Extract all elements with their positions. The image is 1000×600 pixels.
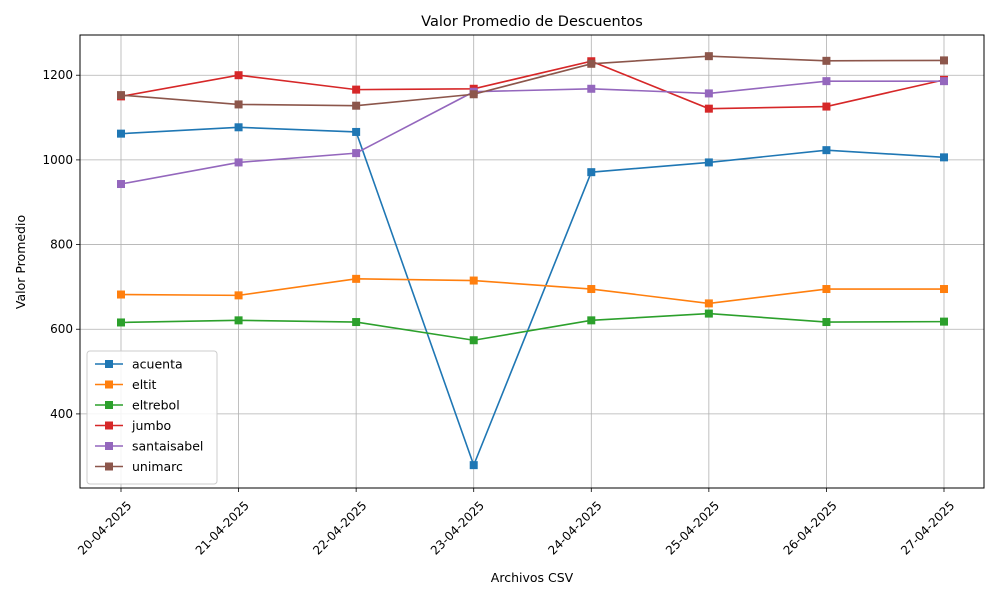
data-point-unimarc [704, 52, 713, 61]
data-point-unimarc [469, 90, 478, 99]
y-tick-label: 1000 [42, 153, 73, 167]
legend-label: santaisabel [132, 439, 203, 454]
data-point-unimarc [234, 100, 243, 109]
data-point-unimarc [352, 101, 361, 110]
data-point-eltrebol [940, 317, 948, 326]
x-tick-label: 24-04-2025 [545, 498, 604, 557]
data-point-santaisabel [587, 84, 596, 93]
data-point-santaisabel [940, 77, 948, 86]
data-point-eltrebol [469, 336, 478, 345]
legend-marker-eltit [105, 380, 113, 389]
data-point-acuenta [117, 129, 125, 138]
x-tick-label: 26-04-2025 [781, 498, 840, 557]
data-point-eltrebol [234, 316, 243, 325]
legend-label: acuenta [132, 357, 183, 372]
series-line-unimarc [120, 55, 945, 107]
data-point-eltit [587, 285, 596, 294]
data-point-unimarc [940, 56, 948, 65]
y-axis: 400 600 800 1000 1200 [42, 68, 80, 421]
x-tick-label: 20-04-2025 [75, 498, 134, 557]
data-point-unimarc [822, 56, 831, 65]
plot-frame [79, 34, 985, 489]
data-point-eltit [469, 276, 478, 285]
y-tick-label: 600 [50, 322, 73, 336]
x-tick-label: 27-04-2025 [898, 498, 957, 557]
legend: acuenta eltit eltrebol jumbo santaisabel unim… [86, 350, 218, 485]
data-point-santaisabel [352, 149, 361, 158]
data-point-santaisabel [117, 180, 125, 189]
series-line-eltit [120, 278, 944, 305]
legend-label: eltit [132, 377, 157, 392]
data-point-acuenta [352, 127, 361, 136]
series-group [117, 52, 948, 470]
y-axis-label: Valor Promedio [13, 215, 28, 309]
data-point-eltrebol [352, 318, 361, 327]
data-point-jumbo [704, 104, 713, 113]
x-tick-label: 25-04-2025 [663, 498, 722, 557]
legend-label: eltrebol [132, 398, 180, 413]
data-point-acuenta [940, 153, 948, 162]
series-line-acuenta [120, 126, 945, 468]
data-point-eltit [822, 285, 831, 294]
chart-title: Valor Promedio de Descuentos [421, 14, 643, 30]
x-tick-label: 21-04-2025 [193, 498, 252, 557]
data-point-jumbo [822, 102, 831, 111]
data-point-acuenta [822, 146, 831, 155]
y-tick-label: 400 [50, 407, 73, 421]
legend-marker-santaisabel [105, 442, 113, 450]
data-point-eltit [234, 291, 243, 300]
data-point-jumbo [234, 71, 243, 80]
data-point-acuenta [704, 158, 713, 167]
data-point-eltit [117, 290, 125, 299]
data-point-eltit [352, 274, 361, 283]
y-tick-label: 1200 [42, 68, 73, 82]
data-point-eltit [704, 299, 713, 308]
data-point-santaisabel [234, 158, 243, 167]
series-line-jumbo [120, 60, 945, 110]
legend-marker-jumbo [105, 421, 113, 430]
data-point-unimarc [117, 91, 125, 100]
legend-marker-eltrebol [105, 401, 113, 409]
data-point-eltrebol [117, 318, 125, 327]
legend-label: unimarc [132, 459, 183, 474]
data-point-santaisabel [704, 89, 713, 98]
data-point-acuenta [469, 461, 478, 470]
data-point-eltrebol [704, 309, 713, 318]
x-tick-label: 22-04-2025 [310, 498, 369, 557]
y-tick-label: 800 [50, 238, 73, 252]
legend-marker-unimarc [105, 462, 113, 471]
series-line-santaisabel [120, 80, 944, 185]
data-point-jumbo [352, 85, 361, 94]
data-point-eltrebol [822, 318, 831, 327]
x-axis: 20-04-2025 21-04-2025 22-04-2025 23-04-2025… [75, 488, 957, 558]
data-point-santaisabel [822, 77, 831, 86]
data-point-eltrebol [587, 316, 596, 325]
legend-marker-acuenta [105, 360, 113, 368]
x-axis-label: Archivos CSV [491, 570, 574, 585]
x-tick-label: 23-04-2025 [428, 498, 487, 557]
data-point-unimarc [587, 59, 596, 68]
data-point-eltit [940, 285, 948, 294]
data-point-acuenta [234, 123, 243, 132]
data-point-acuenta [587, 168, 596, 177]
legend-label: jumbo [131, 418, 171, 433]
series-line-eltrebol [120, 312, 945, 342]
